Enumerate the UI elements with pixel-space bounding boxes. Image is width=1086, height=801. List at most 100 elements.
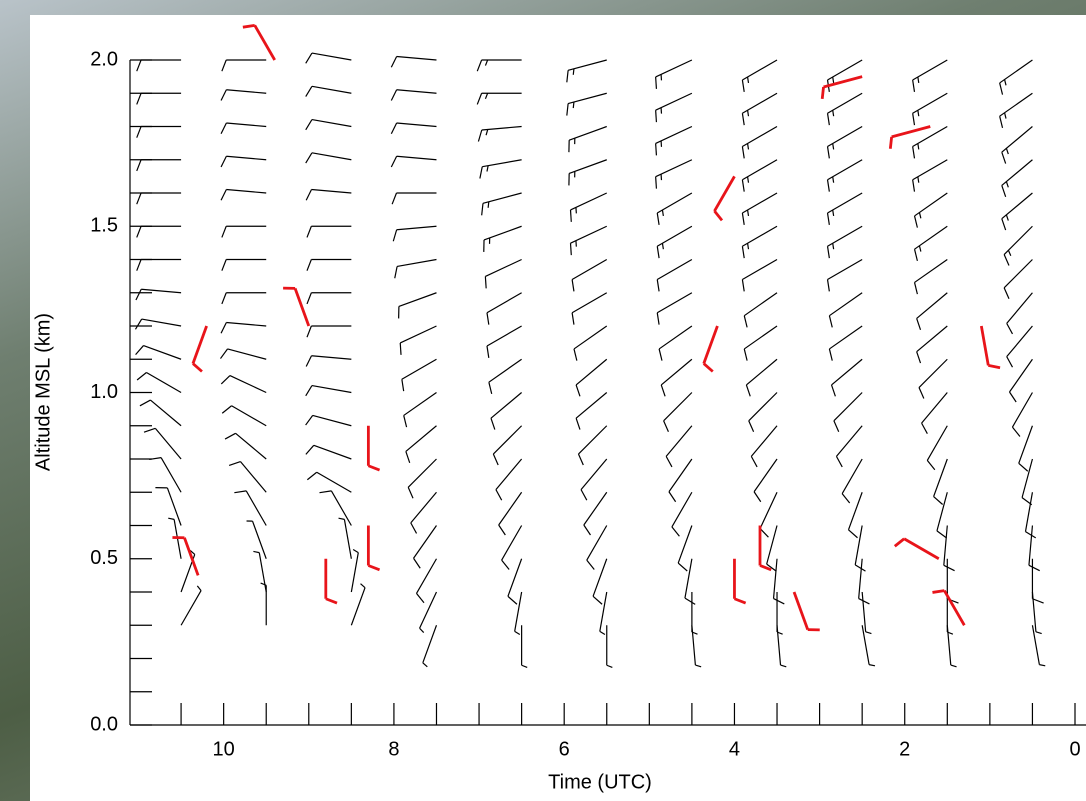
wind-barb: [826, 159, 863, 192]
barb-half-feather: [746, 209, 750, 217]
barb-staff: [742, 92, 778, 114]
barb-feather: [413, 557, 421, 569]
wind-barb: [403, 392, 437, 428]
barb-feather: [305, 152, 313, 164]
barb-staff: [311, 152, 352, 161]
wind-barb: [943, 525, 955, 572]
barb-staff: [575, 358, 608, 386]
barb-staff: [482, 192, 522, 204]
barb-feather: [495, 489, 503, 501]
barb-feather: [999, 116, 1004, 128]
barb-staff: [311, 52, 352, 61]
barb-half-feather: [918, 212, 922, 219]
wind-barb: [671, 491, 693, 537]
wind-barb: [743, 325, 778, 361]
wind-barb: [1003, 225, 1033, 266]
wind-barb: [1031, 558, 1044, 604]
barb-staff: [772, 558, 778, 599]
wind-barb: [390, 55, 437, 68]
barb-staff: [943, 589, 966, 626]
barb-half-feather: [360, 583, 366, 589]
barb-feather: [394, 266, 398, 279]
wind-barb: [1008, 358, 1033, 403]
barb-staff: [1021, 458, 1034, 498]
barb-feather: [136, 259, 142, 271]
barb-half-feather: [691, 631, 698, 635]
barb-staff: [180, 590, 202, 626]
barb-feather: [476, 59, 483, 72]
barb-half-feather: [1005, 214, 1009, 221]
barb-feather: [134, 318, 143, 330]
barb-staff: [226, 155, 267, 161]
barb-staff: [143, 345, 182, 360]
barb-half-feather: [484, 59, 489, 66]
barb-feather: [139, 399, 151, 407]
wind-barb: [242, 23, 276, 61]
barb-half-feather: [661, 243, 664, 250]
wind-barb: [583, 491, 608, 536]
wind-barb: [758, 525, 772, 572]
barb-staff: [854, 525, 863, 565]
barb-feather: [655, 110, 658, 123]
barb-feather: [498, 524, 506, 536]
barb-feather: [501, 559, 510, 570]
barb-feather: [830, 384, 836, 397]
barb-feather: [135, 345, 144, 355]
barb-feather: [1001, 185, 1007, 198]
barb-feather: [773, 598, 785, 605]
barb-feather: [655, 76, 658, 89]
wind-barb: [324, 558, 338, 605]
barb-staff: [568, 125, 607, 141]
barb-staff: [841, 458, 863, 494]
barb-feather: [743, 348, 748, 361]
barb-staff: [835, 425, 863, 457]
wind-barb: [476, 92, 522, 105]
barb-feather: [143, 427, 156, 433]
barb-feather: [833, 420, 840, 433]
barb-feather: [224, 432, 236, 440]
barb-half-feather: [868, 664, 876, 667]
barb-staff: [330, 490, 352, 526]
barb-feather: [1001, 218, 1007, 231]
barb-half-feather: [196, 585, 202, 591]
wind-barb: [305, 85, 352, 97]
barb-half-feather: [947, 631, 954, 635]
barb-feather: [741, 79, 745, 92]
barb-staff: [410, 491, 437, 524]
barb-staff: [350, 587, 366, 626]
wind-barb: [306, 325, 352, 338]
wind-barb: [1006, 325, 1033, 368]
wind-barb: [220, 155, 267, 168]
wind-barb: [741, 125, 778, 159]
barb-feather: [655, 176, 658, 189]
barb-half-feather: [776, 631, 783, 635]
barb-staff: [226, 89, 267, 94]
barb-staff: [571, 258, 608, 281]
barb-staff: [146, 371, 182, 394]
barb-half-feather: [1003, 79, 1007, 86]
wind-barb: [366, 425, 381, 472]
barb-staff: [498, 491, 523, 526]
barb-feather: [745, 384, 751, 397]
barb-feather: [858, 598, 870, 605]
barb-feather: [656, 212, 660, 225]
barb-feather: [1006, 323, 1014, 335]
barb-feather: [913, 282, 918, 295]
barb-feather: [577, 453, 584, 466]
barb-staff: [396, 155, 437, 161]
wind-barb: [573, 325, 608, 361]
barb-feather: [392, 229, 398, 242]
barb-staff: [742, 125, 778, 148]
wind-barb: [1001, 126, 1033, 164]
barb-staff: [226, 122, 267, 128]
wind-barb: [221, 225, 267, 238]
barb-feather: [1006, 356, 1014, 368]
barb-feather: [486, 312, 490, 325]
wind-barb: [486, 325, 522, 358]
barb-staff: [227, 348, 267, 360]
wind-barb: [220, 348, 267, 360]
barb-staff: [586, 525, 608, 561]
wind-barb: [741, 159, 778, 192]
barb-staff: [253, 24, 276, 61]
wind-barb: [136, 92, 182, 105]
